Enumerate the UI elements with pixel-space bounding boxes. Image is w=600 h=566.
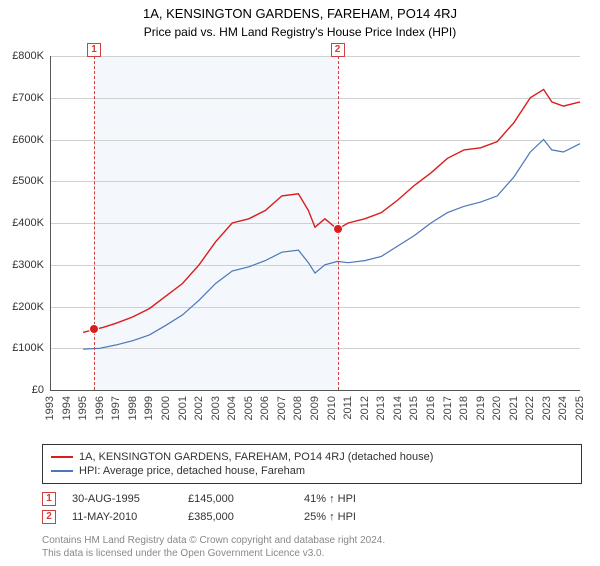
x-tick-label: 2016 — [425, 396, 437, 420]
legend-label: 1A, KENSINGTON GARDENS, FAREHAM, PO14 4R… — [79, 451, 433, 463]
legend-swatch — [51, 456, 73, 458]
x-tick-label: 1998 — [127, 396, 139, 420]
y-tick-label: £300K — [12, 259, 50, 271]
x-tick-label: 1999 — [143, 396, 155, 420]
x-tick-label: 2019 — [475, 396, 487, 420]
sale-dash — [94, 56, 95, 390]
x-tick-label: 1996 — [94, 396, 106, 420]
series-lines — [50, 56, 580, 390]
legend: 1A, KENSINGTON GARDENS, FAREHAM, PO14 4R… — [42, 444, 582, 484]
legend-item: HPI: Average price, detached house, Fare… — [51, 465, 573, 477]
x-tick-label: 2000 — [160, 396, 172, 420]
legend-item: 1A, KENSINGTON GARDENS, FAREHAM, PO14 4R… — [51, 451, 573, 463]
footer-line-2: This data is licensed under the Open Gov… — [42, 548, 385, 561]
chart: 12 £0£100K£200K£300K£400K£500K£600K£700K… — [0, 48, 600, 438]
page-title: 1A, KENSINGTON GARDENS, FAREHAM, PO14 4R… — [0, 6, 600, 21]
x-tick-label: 2005 — [243, 396, 255, 420]
x-tick-label: 2009 — [309, 396, 321, 420]
x-tick-label: 2011 — [342, 396, 354, 420]
x-tick-label: 1994 — [61, 396, 73, 420]
y-tick-label: £700K — [12, 92, 50, 104]
x-tick-label: 2004 — [226, 396, 238, 420]
sale-date: 30-AUG-1995 — [72, 493, 172, 505]
x-tick-label: 2001 — [177, 396, 189, 420]
plot-area: 12 £0£100K£200K£300K£400K£500K£600K£700K… — [50, 56, 580, 390]
sales-table: 1 30-AUG-1995 £145,000 41% ↑ HPI 2 11-MAY-201… — [42, 490, 404, 526]
sale-marker-dot — [334, 225, 342, 233]
x-tick-label: 2025 — [574, 396, 586, 420]
y-tick-label: £800K — [12, 50, 50, 62]
x-tick-label: 2015 — [408, 396, 420, 420]
x-tick-label: 2006 — [259, 396, 271, 420]
x-tick-label: 2012 — [359, 396, 371, 420]
x-tick-label: 1993 — [44, 396, 56, 420]
sale-date: 11-MAY-2010 — [72, 511, 172, 523]
y-tick-label: £600K — [12, 134, 50, 146]
y-axis — [50, 56, 51, 390]
x-tick-label: 1995 — [77, 396, 89, 420]
footer-line-1: Contains HM Land Registry data © Crown c… — [42, 535, 385, 548]
sale-delta: 25% ↑ HPI — [304, 511, 404, 523]
sale-marker-label: 2 — [331, 43, 345, 57]
sale-dash — [338, 56, 339, 390]
legend-label: HPI: Average price, detached house, Fare… — [79, 465, 305, 477]
y-tick-label: £400K — [12, 217, 50, 229]
y-tick-label: £200K — [12, 301, 50, 313]
x-tick-label: 2014 — [392, 396, 404, 420]
legend-swatch — [51, 470, 73, 472]
x-axis — [50, 390, 580, 391]
series-line — [83, 140, 580, 350]
series-line — [83, 89, 580, 332]
footer: Contains HM Land Registry data © Crown c… — [42, 535, 385, 560]
sale-badge: 2 — [42, 510, 56, 524]
x-tick-label: 2021 — [508, 396, 520, 420]
x-tick-label: 1997 — [110, 396, 122, 420]
x-tick-label: 2010 — [326, 396, 338, 420]
y-tick-label: £500K — [12, 175, 50, 187]
x-tick-label: 2022 — [524, 396, 536, 420]
x-tick-label: 2024 — [557, 396, 569, 420]
sale-price: £385,000 — [188, 511, 288, 523]
x-tick-label: 2013 — [375, 396, 387, 420]
y-tick-label: £100K — [12, 342, 50, 354]
page-subtitle: Price paid vs. HM Land Registry's House … — [0, 25, 600, 39]
sale-price: £145,000 — [188, 493, 288, 505]
x-tick-label: 2007 — [276, 396, 288, 420]
sale-row: 2 11-MAY-2010 £385,000 25% ↑ HPI — [42, 508, 404, 526]
x-tick-label: 2020 — [491, 396, 503, 420]
x-tick-label: 2018 — [458, 396, 470, 420]
sale-badge: 1 — [42, 492, 56, 506]
sale-delta: 41% ↑ HPI — [304, 493, 404, 505]
x-tick-label: 2023 — [541, 396, 553, 420]
x-tick-label: 2008 — [292, 396, 304, 420]
y-tick-label: £0 — [32, 384, 50, 396]
x-tick-label: 2003 — [210, 396, 222, 420]
x-tick-label: 2017 — [442, 396, 454, 420]
sale-marker-label: 1 — [87, 43, 101, 57]
x-tick-label: 2002 — [193, 396, 205, 420]
sale-row: 1 30-AUG-1995 £145,000 41% ↑ HPI — [42, 490, 404, 508]
sale-marker-dot — [90, 325, 98, 333]
